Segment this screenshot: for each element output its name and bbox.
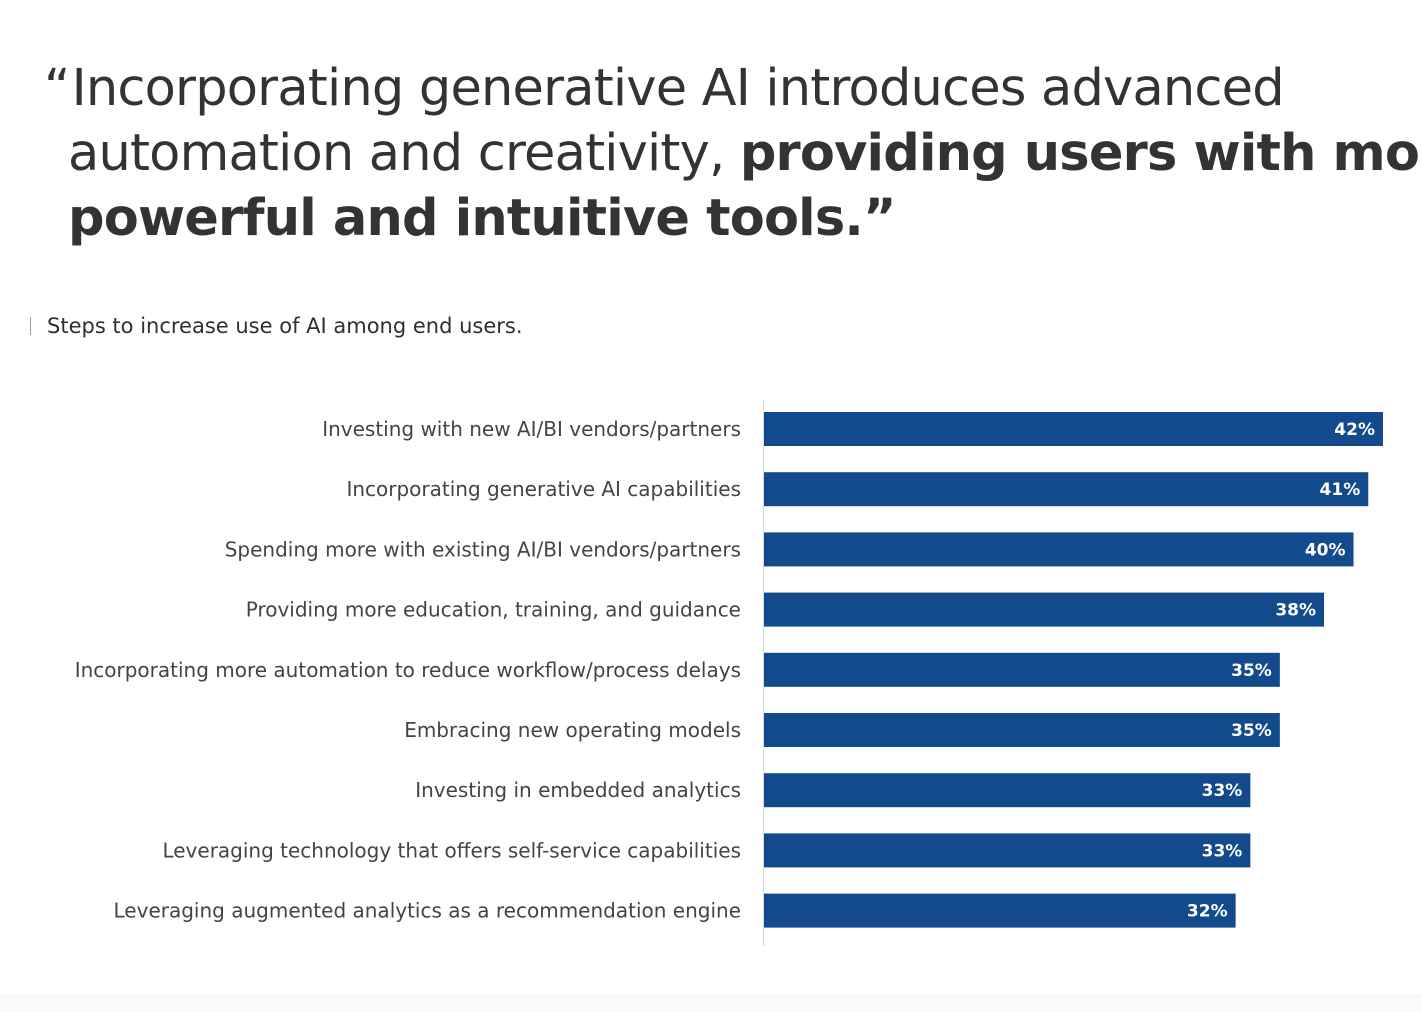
- bar: [764, 773, 1251, 808]
- category-label: Incorporating generative AI capabilities: [346, 477, 741, 501]
- category-label: Incorporating more automation to reduce …: [75, 658, 741, 682]
- category-label: Embracing new operating models: [404, 718, 741, 742]
- chart-title: Steps to increase use of AI among end us…: [47, 314, 523, 338]
- bar-value-label: 38%: [1275, 601, 1316, 621]
- bar-value-label: 33%: [1202, 841, 1243, 861]
- bar-value-label: 40%: [1305, 540, 1346, 560]
- category-label: Spending more with existing AI/BI vendor…: [225, 537, 741, 561]
- chart-subtitle: Steps to increase use of AI among end us…: [30, 312, 523, 340]
- bar: [764, 472, 1369, 507]
- category-label: Investing with new AI/BI vendors/partner…: [322, 417, 741, 441]
- bar-value-label: 41%: [1320, 480, 1361, 500]
- quote-text-1: Incorporating generative AI introduces a…: [71, 59, 1285, 118]
- quote-line-1: “Incorporating generative AI introduces …: [44, 56, 1384, 121]
- category-label: Providing more education, training, and …: [246, 598, 741, 622]
- headline-quote: “Incorporating generative AI introduces …: [44, 56, 1422, 251]
- quote-close-mark: ”: [863, 189, 897, 248]
- category-label: Investing in embedded analytics: [415, 778, 741, 802]
- quote-line-3: powerful and intuitive tools.”: [44, 186, 1384, 251]
- bar-value-label: 42%: [1334, 420, 1375, 440]
- category-label: Leveraging technology that offers self-s…: [162, 838, 741, 862]
- bar: [764, 412, 1383, 446]
- bar: [764, 532, 1354, 567]
- bar-value-label: 33%: [1202, 781, 1243, 801]
- quote-open-mark: “: [44, 59, 70, 118]
- subtitle-divider: [30, 317, 31, 335]
- quote-line-2: automation and creativity, providing use…: [44, 121, 1422, 186]
- bar: [764, 713, 1280, 747]
- bar: [764, 893, 1236, 928]
- bar: [764, 833, 1251, 868]
- bar: [764, 592, 1325, 627]
- quote-text-3-bold: powerful and intuitive tools.: [68, 189, 864, 248]
- footer-band: [0, 994, 1422, 1012]
- bar-value-label: 35%: [1231, 721, 1272, 741]
- bar: [764, 652, 1280, 687]
- quote-text-2-regular: automation and creativity,: [68, 124, 740, 183]
- category-label: Leveraging augmented analytics as a reco…: [114, 899, 741, 923]
- bar-value-label: 35%: [1231, 661, 1272, 681]
- quote-text-2-bold: providing users with more: [739, 124, 1422, 183]
- bar-value-label: 32%: [1187, 902, 1228, 922]
